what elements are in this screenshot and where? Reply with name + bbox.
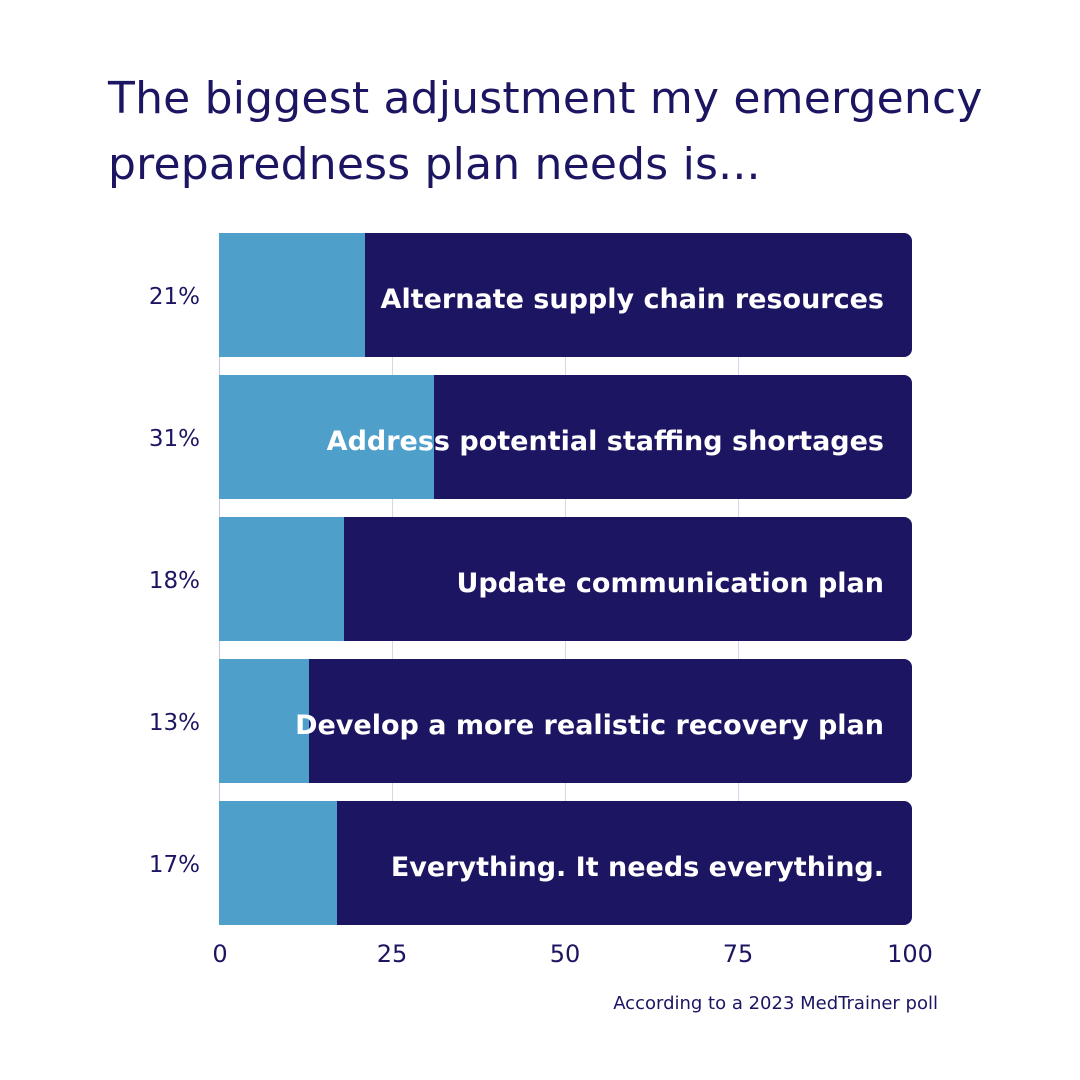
bar-recovery-plan: Develop a more realistic recovery plan: [219, 659, 912, 783]
chart-title: The biggest adjustment my emergency prep…: [108, 73, 983, 190]
value-label: 21%: [148, 284, 200, 310]
x-tick-25: 25: [376, 940, 408, 968]
bar-fill: [219, 801, 337, 925]
bar-communication-plan: Update communication plan: [219, 517, 912, 641]
x-tick-100: 100: [887, 940, 933, 968]
bar-label: Alternate supply chain resources: [380, 284, 884, 315]
source-note: According to a 2023 MedTrainer poll: [613, 993, 938, 1014]
x-tick-50: 50: [549, 940, 581, 968]
bar-everything: Everything. It needs everything.: [219, 801, 912, 925]
bar-fill: [219, 375, 434, 499]
plot-area: Alternate supply chain resources Address…: [219, 233, 912, 925]
bar-fill: [219, 659, 310, 783]
x-tick-75: 75: [722, 940, 754, 968]
x-tick-0: 0: [212, 940, 228, 968]
bar-label: Update communication plan: [456, 568, 884, 599]
value-label: 17%: [148, 852, 200, 878]
value-label: 13%: [148, 710, 200, 736]
bar-label: Develop a more realistic recovery plan: [295, 710, 884, 741]
bar-label: Address potential staffing shortages: [326, 426, 884, 457]
bar-fill: [219, 233, 365, 357]
value-label: 18%: [148, 568, 200, 594]
bar-staffing-shortages: Address potential staffing shortages: [219, 375, 912, 499]
value-label: 31%: [148, 426, 200, 452]
bar-alternate-supply-chain: Alternate supply chain resources: [219, 233, 912, 357]
bar-label: Everything. It needs everything.: [390, 852, 884, 883]
bar-fill: [219, 517, 344, 641]
